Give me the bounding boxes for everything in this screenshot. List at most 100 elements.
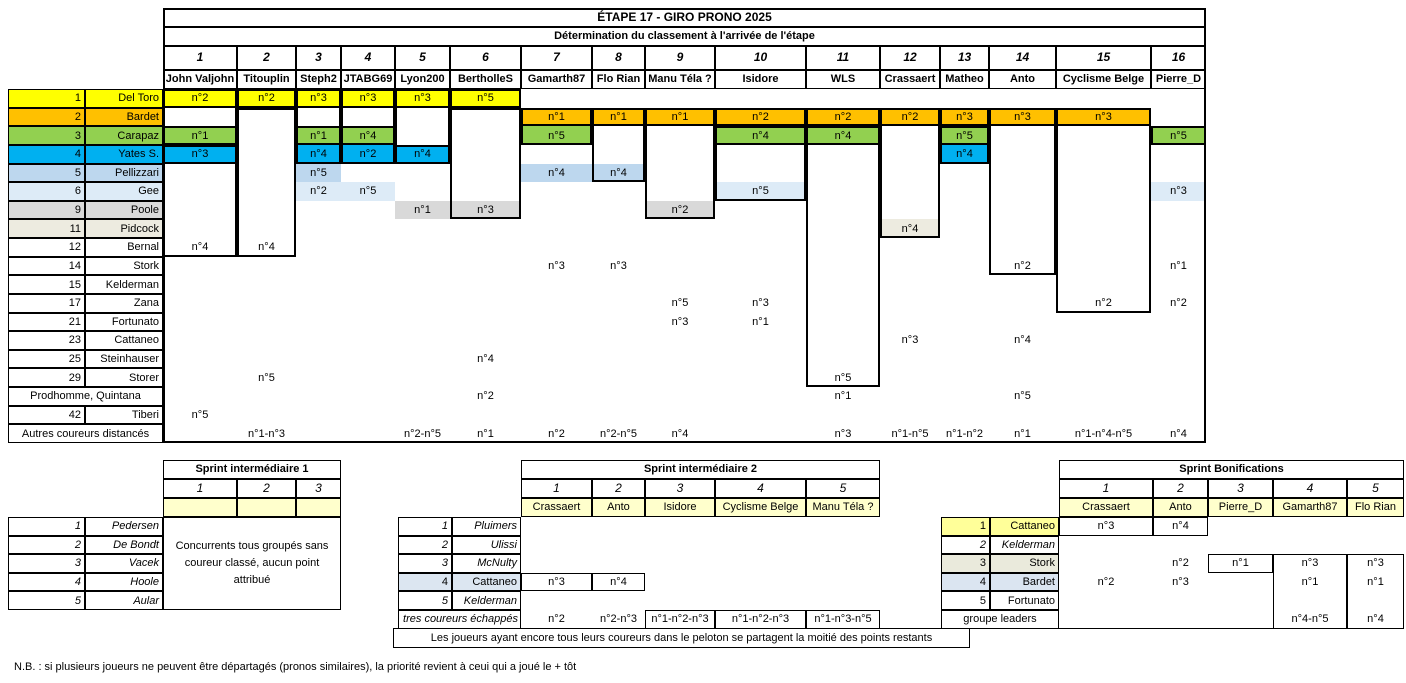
bf-rider-rank[interactable]: 2	[941, 535, 990, 555]
rider-name-cell[interactable]: Cattaneo	[85, 331, 163, 350]
pick-cell[interactable]: n°1	[752, 315, 769, 328]
rider-rank-cell[interactable]: 9	[8, 200, 85, 220]
s2-col-number[interactable]: 4	[715, 479, 806, 498]
s2-escapee-cell[interactable]: n°1-n°3-n°5	[806, 610, 880, 629]
bf-rider-name[interactable]: Stork	[990, 554, 1059, 573]
bf-rider-rank[interactable]: 1	[941, 517, 990, 536]
s1-rider-rank[interactable]: 1	[8, 517, 85, 536]
col-number-cell[interactable]: 9	[645, 46, 715, 70]
col-number-cell[interactable]: 13	[940, 46, 989, 70]
s2-rider-name[interactable]: Kelderman	[452, 591, 521, 610]
s1-slot-cell[interactable]	[296, 498, 341, 517]
col-player-cell[interactable]: Matheo	[940, 70, 989, 89]
bf-rider-rank[interactable]: 3	[941, 554, 990, 573]
rider-name-cell[interactable]: Steinhauser	[85, 349, 163, 369]
bf-pick-cell[interactable]: n°1	[1367, 576, 1384, 589]
s2-col-number[interactable]: 3	[645, 479, 715, 498]
pick-cell[interactable]: n°2-n°5	[404, 427, 441, 440]
pick-cell[interactable]: n°4	[258, 241, 275, 254]
pick-cell[interactable]: n°3	[901, 334, 919, 347]
bf-col-number[interactable]: 2	[1153, 479, 1208, 498]
pick-cell[interactable]: n°2	[237, 89, 296, 108]
pick-cell[interactable]: n°1	[834, 390, 852, 403]
rider-rank-cell[interactable]: 12	[8, 238, 85, 257]
s1-col-number[interactable]: 1	[163, 479, 237, 498]
bf-rider-name[interactable]: Cattaneo	[990, 517, 1059, 536]
pick-cell[interactable]: n°1	[521, 107, 592, 127]
s2-player-cell[interactable]: Isidore	[645, 498, 715, 517]
pick-cell[interactable]: n°1	[477, 427, 494, 440]
pick-cell[interactable]: n°3	[940, 107, 989, 127]
rider-rank-cell[interactable]: 6	[8, 182, 85, 201]
bf-pick-cell[interactable]: n°4	[1153, 517, 1208, 536]
rider-rank-cell[interactable]: 15	[8, 275, 85, 294]
pick-cell[interactable]: n°4	[671, 427, 689, 440]
pick-cell[interactable]: n°2	[645, 200, 715, 220]
col-player-cell[interactable]: Titouplin	[237, 70, 296, 89]
bf-col-number[interactable]: 5	[1347, 479, 1404, 498]
pick-cell[interactable]: n°3	[296, 89, 341, 108]
col-number-cell[interactable]: 4	[341, 46, 395, 70]
s2-escapee-cell[interactable]: n°2	[548, 613, 565, 626]
rider-name-cell[interactable]: Yates S.	[85, 144, 163, 164]
pick-cell[interactable]: n°4	[880, 219, 940, 239]
s2-rider-rank[interactable]: 4	[398, 572, 452, 592]
s2-col-number[interactable]: 1	[521, 479, 592, 498]
col-player-cell[interactable]: BertholleS	[450, 70, 521, 89]
bf-rider-rank[interactable]: 5	[941, 591, 990, 610]
rider-name-cell[interactable]: Stork	[85, 256, 163, 276]
rider-name-cell[interactable]: Poole	[85, 200, 163, 220]
col-number-cell[interactable]: 1	[163, 46, 237, 70]
pick-cell[interactable]: n°2	[477, 390, 494, 403]
pick-cell[interactable]: n°2	[296, 182, 341, 201]
rider-name-cell[interactable]: Gee	[85, 182, 163, 201]
col-number-cell[interactable]: 14	[989, 46, 1056, 70]
s1-rider-name[interactable]: Vacek	[85, 554, 163, 573]
col-player-cell[interactable]: Pierre_D	[1151, 70, 1206, 89]
col-player-cell[interactable]: Flo Rian	[592, 70, 645, 89]
pick-cell[interactable]: n°5	[258, 371, 275, 384]
bf-rider-name[interactable]: Kelderman	[990, 535, 1059, 555]
pick-cell[interactable]: n°4	[1170, 427, 1187, 440]
pick-cell[interactable]: n°3	[163, 144, 237, 164]
rider-rank-cell[interactable]: 25	[8, 349, 85, 369]
rider-merged-cell[interactable]: Prodhomme, Quintana	[8, 387, 163, 406]
pick-cell[interactable]: n°4	[940, 144, 989, 164]
pick-cell[interactable]: n°3	[989, 107, 1056, 127]
bf-pick-cell[interactable]: n°2	[1172, 557, 1189, 570]
rider-merged-cell[interactable]: Autres coureurs distancés	[8, 424, 163, 443]
pick-cell[interactable]: n°4	[1014, 334, 1031, 347]
rider-name-cell[interactable]: Fortunato	[85, 312, 163, 332]
rider-name-cell[interactable]: Storer	[85, 368, 163, 388]
bf-pick-cell[interactable]: n°3	[1367, 557, 1384, 570]
col-number-cell[interactable]: 7	[521, 46, 592, 70]
pick-cell[interactable]: n°5	[1151, 126, 1206, 145]
pick-cell[interactable]: n°4	[341, 126, 395, 145]
s1-rider-rank[interactable]: 4	[8, 572, 85, 592]
pick-cell[interactable]: n°1	[296, 126, 341, 145]
rider-name-cell[interactable]: Pidcock	[85, 219, 163, 239]
bf-pick-cell[interactable]: n°1	[1301, 576, 1319, 589]
s1-rider-rank[interactable]: 3	[8, 554, 85, 573]
bf-player-cell[interactable]: Flo Rian	[1347, 498, 1404, 517]
rider-rank-cell[interactable]: 23	[8, 331, 85, 350]
rider-name-cell[interactable]: Pellizzari	[85, 163, 163, 183]
bf-rider-name[interactable]: Fortunato	[990, 591, 1059, 610]
rider-rank-cell[interactable]: 2	[8, 107, 85, 127]
pick-cell[interactable]: n°2	[806, 107, 880, 127]
col-player-cell[interactable]: WLS	[806, 70, 880, 89]
rider-name-cell[interactable]: Del Toro	[85, 89, 163, 108]
bf-col-number[interactable]: 4	[1273, 479, 1347, 498]
rider-name-cell[interactable]: Carapaz	[85, 126, 163, 145]
bf-pick-cell[interactable]: n°3	[1059, 517, 1153, 536]
s1-col-number[interactable]: 2	[237, 479, 296, 498]
rider-name-cell[interactable]: Kelderman	[85, 275, 163, 294]
rider-name-cell[interactable]: Zana	[85, 293, 163, 313]
s1-slot-cell[interactable]	[237, 498, 296, 517]
pick-cell[interactable]: n°3	[450, 200, 521, 220]
rider-rank-cell[interactable]: 1	[8, 89, 85, 108]
s1-rider-rank[interactable]: 5	[8, 591, 85, 610]
pick-cell[interactable]: n°1-n°3	[248, 427, 285, 440]
col-number-cell[interactable]: 12	[880, 46, 940, 70]
col-player-cell[interactable]: Isidore	[715, 70, 806, 89]
